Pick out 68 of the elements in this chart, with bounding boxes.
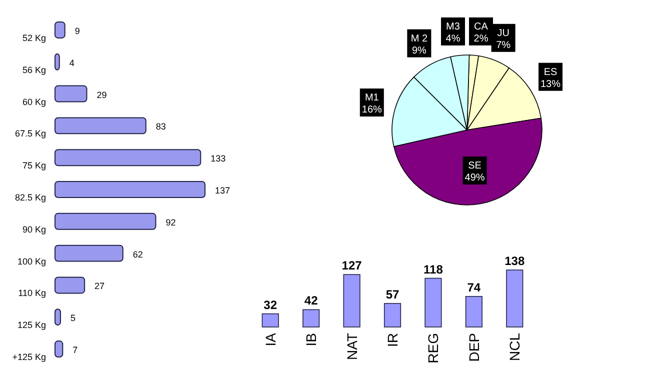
data-label: 138: [504, 254, 525, 268]
y-tick-label: 56 Kg: [22, 64, 46, 75]
bar: [384, 303, 402, 328]
data-label: 4: [69, 58, 74, 68]
x-tick-label: NAT: [344, 332, 360, 360]
y-tick-label: 75 Kg: [22, 160, 46, 171]
bar: [465, 296, 482, 328]
y-tick-label: 110 Kg: [18, 288, 46, 298]
bar: [54, 244, 124, 262]
y-tick-label: 90 Kg: [22, 224, 46, 234]
data-label: 9%: [412, 45, 427, 56]
data-label: 13%: [540, 78, 561, 90]
data-label: 5: [70, 313, 76, 324]
slice-label: M1: [364, 92, 380, 104]
bar: [54, 149, 202, 166]
data-label: 4%: [446, 33, 460, 44]
data-label: 27: [94, 281, 105, 292]
data-label: 32: [264, 298, 278, 312]
x-tick-label: IB: [303, 333, 320, 346]
data-label: 57: [386, 287, 400, 302]
data-label: 133: [210, 154, 226, 164]
data-label: 127: [342, 258, 362, 273]
slice-label: M3: [446, 21, 460, 32]
slice-label: SE: [468, 160, 482, 172]
x-tick-label: REG: [425, 333, 442, 364]
bar: [424, 278, 442, 328]
x-tick-label: DEP: [466, 333, 482, 362]
data-label: 92: [166, 217, 176, 228]
bar: [54, 53, 60, 70]
y-tick-label: 52 Kg: [22, 32, 46, 43]
bar: [54, 117, 146, 134]
slice-label: M 2: [410, 33, 428, 44]
data-label: 16%: [362, 104, 382, 116]
bar: [343, 274, 360, 328]
data-label: 29: [96, 90, 107, 100]
data-label: 74: [467, 280, 481, 294]
bar: [54, 181, 206, 198]
y-tick-label: 67.5 Kg: [14, 128, 46, 139]
bar: [54, 22, 66, 38]
x-tick-label: NCL: [506, 332, 523, 362]
data-label: 118: [424, 262, 444, 276]
bar: [54, 340, 64, 358]
bar: [54, 212, 156, 230]
data-label: 2%: [474, 33, 488, 44]
data-label: 7: [72, 345, 78, 356]
slice-label: ES: [544, 66, 558, 78]
data-label: 62: [132, 249, 143, 260]
y-tick-label: 100 Kg: [17, 256, 46, 266]
data-label: 9: [74, 26, 80, 36]
x-tick-label: IA: [262, 332, 278, 346]
y-tick-label: 125 Kg: [17, 320, 46, 330]
data-label: 42: [304, 294, 318, 308]
bar: [262, 313, 279, 328]
data-label: 137: [215, 186, 230, 196]
bar: [54, 276, 86, 294]
x-tick-label: IR: [384, 333, 400, 347]
bar: [302, 309, 320, 328]
slice-label: JU: [497, 28, 510, 39]
bar: [506, 270, 524, 328]
y-tick-label: 60 Kg: [22, 96, 46, 107]
data-label: 49%: [464, 172, 485, 184]
bar: [54, 308, 61, 326]
y-tick-label: 82.5 Kg: [14, 192, 46, 202]
y-tick-label: +125 Kg: [12, 352, 46, 362]
slice-label: CA: [474, 21, 488, 32]
bar: [54, 85, 88, 102]
data-label: 7%: [496, 40, 511, 51]
data-label: 83: [156, 122, 166, 132]
